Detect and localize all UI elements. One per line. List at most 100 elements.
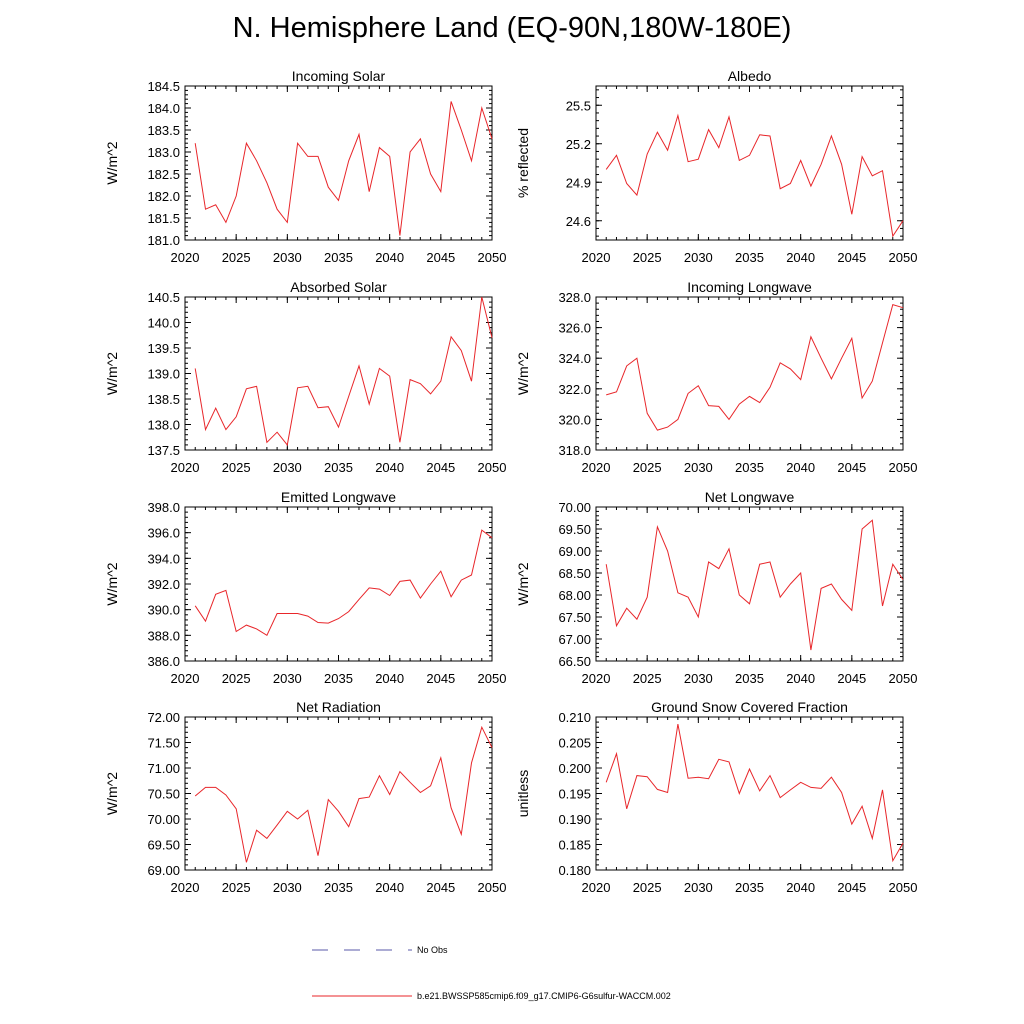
y-tick-label: 0.195	[558, 787, 591, 802]
y-tick-label: 25.5	[566, 98, 591, 113]
y-tick-label: 184.0	[147, 101, 180, 116]
y-tick-label: 398.0	[147, 500, 180, 515]
x-tick-label: 2045	[837, 250, 866, 265]
y-tick-label: 181.0	[147, 233, 180, 248]
y-axis-label: W/m^2	[104, 772, 120, 815]
y-tick-label: 69.50	[147, 838, 180, 853]
y-axis-label: W/m^2	[104, 562, 120, 605]
panel-title: Incoming Longwave	[687, 279, 812, 295]
y-tick-label: 394.0	[147, 551, 180, 566]
y-tick-label: 318.0	[558, 443, 591, 458]
x-tick-label: 2030	[273, 250, 302, 265]
y-tick-label: 24.9	[566, 175, 591, 190]
plot-frame	[184, 716, 493, 871]
y-tick-label: 0.180	[558, 863, 591, 878]
plot-frame	[595, 296, 904, 451]
y-axis-label: W/m^2	[515, 562, 531, 605]
y-axis-label: W/m^2	[104, 352, 120, 395]
x-tick-label: 2045	[426, 250, 455, 265]
y-tick-label: 182.0	[147, 189, 180, 204]
x-tick-label: 2020	[582, 671, 611, 686]
series-line	[194, 101, 493, 236]
y-tick-label: 328.0	[558, 290, 591, 305]
x-tick-label: 2025	[633, 880, 662, 895]
y-tick-label: 69.00	[558, 544, 591, 559]
y-tick-label: 69.00	[147, 863, 180, 878]
y-tick-label: 66.50	[558, 654, 591, 669]
x-tick-label: 2045	[426, 460, 455, 475]
x-tick-label: 2035	[324, 460, 353, 475]
x-tick-label: 2050	[478, 250, 507, 265]
x-tick-label: 2050	[889, 880, 918, 895]
panel-emitted-longwave: 2020 2025 2030 2035 2040 2045 2050 386.0 388.0 39…	[104, 489, 506, 686]
x-tick-label: 2050	[478, 460, 507, 475]
y-tick-label: 0.190	[558, 812, 591, 827]
x-tick-label: 2050	[889, 250, 918, 265]
x-tick-label: 2035	[735, 880, 764, 895]
y-tick-label: 320.0	[558, 412, 591, 427]
x-tick-label: 2025	[633, 460, 662, 475]
y-tick-label: 68.50	[558, 566, 591, 581]
y-tick-label: 139.5	[147, 341, 180, 356]
x-tick-label: 2030	[684, 460, 713, 475]
x-tick-label: 2045	[837, 880, 866, 895]
y-tick-label: 0.200	[558, 761, 591, 776]
y-tick-label: 183.0	[147, 145, 180, 160]
x-tick-label: 2020	[171, 460, 200, 475]
y-tick-label: 70.00	[558, 500, 591, 515]
x-tick-label: 2025	[222, 250, 251, 265]
panel-title: Absorbed Solar	[290, 279, 387, 295]
legend: No Obs b.e21.BWSSP585cmip6.f09_g17.CMIP6…	[312, 945, 671, 1001]
y-tick-label: 70.50	[147, 787, 180, 802]
series-line	[194, 296, 493, 447]
x-tick-label: 2025	[222, 460, 251, 475]
x-tick-label: 2040	[375, 671, 404, 686]
x-tick-label: 2040	[786, 880, 815, 895]
x-tick-label: 2030	[684, 880, 713, 895]
y-tick-label: 138.0	[147, 418, 180, 433]
y-tick-label: 388.0	[147, 628, 180, 643]
x-tick-label: 2030	[684, 250, 713, 265]
y-tick-label: 396.0	[147, 526, 180, 541]
x-tick-label: 2050	[478, 671, 507, 686]
x-tick-label: 2040	[375, 880, 404, 895]
series-line	[605, 113, 904, 238]
plot-frame	[595, 85, 904, 241]
x-tick-label: 2030	[273, 671, 302, 686]
panel-title: Incoming Solar	[292, 68, 386, 84]
x-tick-label: 2030	[684, 671, 713, 686]
x-tick-label: 2020	[582, 880, 611, 895]
plot-frame	[184, 85, 493, 241]
x-tick-label: 2020	[171, 671, 200, 686]
y-tick-label: 71.50	[147, 736, 180, 751]
y-tick-label: 326.0	[558, 321, 591, 336]
x-tick-label: 2020	[582, 460, 611, 475]
x-tick-label: 2045	[426, 671, 455, 686]
y-tick-label: 182.5	[147, 167, 180, 182]
x-tick-label: 2025	[633, 671, 662, 686]
y-tick-label: 184.5	[147, 79, 180, 94]
x-tick-label: 2030	[273, 460, 302, 475]
y-tick-label: 71.00	[147, 761, 180, 776]
x-tick-label: 2045	[837, 460, 866, 475]
x-tick-label: 2020	[582, 250, 611, 265]
series-line	[605, 724, 904, 863]
y-tick-label: 183.5	[147, 123, 180, 138]
panel-title: Ground Snow Covered Fraction	[651, 699, 848, 715]
panel-title: Net Longwave	[705, 489, 795, 505]
panel-incoming-solar: 2020 2025 2030 2035 2040 2045 2050 181.0 181.5 18…	[104, 68, 506, 265]
y-tick-label: 322.0	[558, 382, 591, 397]
x-tick-label: 2030	[273, 880, 302, 895]
x-tick-label: 2040	[375, 460, 404, 475]
y-tick-label: 138.5	[147, 392, 180, 407]
panel-title: Emitted Longwave	[281, 489, 396, 505]
panel-title: Net Radiation	[296, 699, 381, 715]
figure-title: N. Hemisphere Land (EQ-90N,180W-180E)	[232, 12, 792, 44]
panel-net-longwave: 2020 2025 2030 2035 2040 2045 2050 66.50 67.00 67…	[515, 489, 917, 686]
x-tick-label: 2050	[889, 671, 918, 686]
panel-net-radiation: 2020 2025 2030 2035 2040 2045 2050 69.00 69.50 70…	[104, 699, 506, 895]
y-tick-label: 70.00	[147, 812, 180, 827]
x-tick-label: 2040	[375, 250, 404, 265]
y-axis-label: W/m^2	[104, 141, 120, 184]
